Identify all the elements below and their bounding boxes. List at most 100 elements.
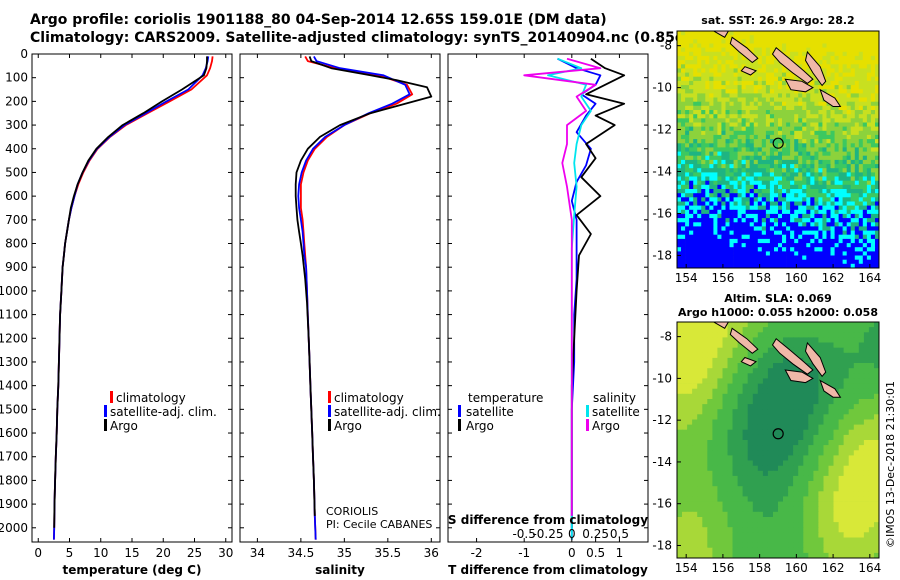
sla-cell	[712, 399, 718, 405]
sla-cell	[762, 322, 769, 328]
sst-cell	[798, 126, 803, 132]
sla-cell	[843, 547, 850, 554]
series-line-satellite-adj-clim-	[53, 56, 210, 540]
sst-cell	[814, 147, 819, 152]
sst-cell	[830, 118, 835, 123]
legend-swatch-climatology	[328, 391, 331, 403]
sst-cell	[870, 197, 876, 202]
sst-cell	[713, 159, 718, 165]
sst-cell	[685, 209, 690, 215]
sla-cell	[712, 363, 718, 369]
sst-cell	[778, 247, 783, 252]
sla-cell	[818, 517, 824, 523]
sst-cell	[693, 176, 698, 182]
sst-cell	[733, 64, 738, 69]
sst-cell	[689, 97, 694, 103]
sst-cell	[814, 89, 819, 94]
sst-cell	[806, 47, 811, 53]
sst-cell	[830, 89, 835, 94]
sla-cell	[722, 491, 728, 497]
sla-cell	[823, 409, 829, 415]
sst-cell	[693, 197, 698, 202]
sst-cell	[721, 222, 726, 227]
sst-cell	[757, 85, 763, 90]
sla-cell	[813, 517, 819, 523]
sla-map-axes: 154 156 158 160 162 164-8-10-12-14-16-18	[652, 330, 881, 575]
sst-cell	[814, 76, 819, 82]
sst-cell	[721, 139, 726, 144]
sst-cell	[798, 55, 803, 61]
sla-cell	[773, 327, 779, 333]
sst-cell	[733, 105, 738, 111]
sst-cell	[774, 89, 779, 94]
sst-cell	[786, 151, 791, 157]
sla-cell	[868, 388, 875, 395]
sst-cell	[838, 168, 843, 173]
sla-cell	[732, 522, 738, 528]
sla-cell	[742, 399, 749, 405]
sst-cell	[850, 176, 856, 182]
sla-cell	[742, 491, 749, 497]
sst-cell	[685, 43, 690, 49]
sla-cell	[697, 522, 703, 528]
sla-cell	[757, 373, 764, 379]
sla-cell	[737, 357, 744, 364]
sla-cell	[687, 414, 693, 420]
sst-cell	[765, 105, 771, 111]
sst-cell	[782, 43, 787, 49]
sst-cell	[842, 31, 847, 36]
sla-cell	[818, 445, 824, 451]
sla-cell	[843, 532, 850, 538]
sst-cell	[826, 230, 831, 236]
sst-cell	[769, 85, 775, 90]
sst-cell	[721, 89, 726, 94]
sla-cell	[858, 383, 865, 390]
sst-cell	[782, 164, 787, 169]
sst-cell	[761, 255, 767, 261]
sla-cell	[762, 440, 769, 446]
sla-cell	[687, 357, 693, 364]
sst-cell	[677, 259, 682, 265]
sst-cell	[834, 110, 839, 115]
sst-cell	[721, 247, 726, 252]
sla-cell	[843, 455, 850, 461]
sst-cell	[701, 114, 706, 119]
sla-cell	[783, 470, 789, 477]
sla-cell	[732, 465, 738, 472]
sst-cell	[729, 247, 734, 252]
sst-cell	[830, 110, 835, 115]
sla-cell	[783, 481, 789, 487]
sst-cell	[834, 259, 839, 265]
sst-cell	[705, 193, 710, 198]
sst-cell	[729, 151, 734, 157]
sla-cell	[707, 414, 713, 420]
sst-cell	[786, 238, 791, 244]
sst-cell	[810, 259, 815, 265]
sst-cell	[834, 76, 839, 82]
sla-cell	[737, 455, 744, 461]
sst-cell	[737, 76, 742, 82]
sla-cell	[858, 357, 865, 364]
sst-cell	[721, 209, 726, 215]
sst-cell	[850, 47, 856, 53]
sst-cell	[778, 255, 783, 261]
sst-cell	[769, 193, 775, 198]
sla-cell	[682, 352, 688, 359]
sst-cell	[689, 201, 694, 207]
sst-cell	[830, 251, 835, 256]
sst-cell	[745, 89, 751, 94]
sst-cell	[790, 176, 795, 182]
sla-cell	[677, 552, 683, 558]
sla-cell	[848, 368, 855, 374]
sst-cell	[685, 68, 690, 73]
sla-cell	[692, 409, 698, 415]
sst-cell	[757, 147, 763, 152]
sst-cell	[790, 118, 795, 123]
sla-cell	[757, 404, 764, 410]
sst-cell	[802, 222, 807, 227]
sla-cell	[692, 501, 698, 508]
sla-cell	[692, 429, 698, 436]
sla-cell	[863, 337, 870, 343]
sst-cell	[870, 39, 876, 44]
sst-cell	[757, 105, 763, 111]
